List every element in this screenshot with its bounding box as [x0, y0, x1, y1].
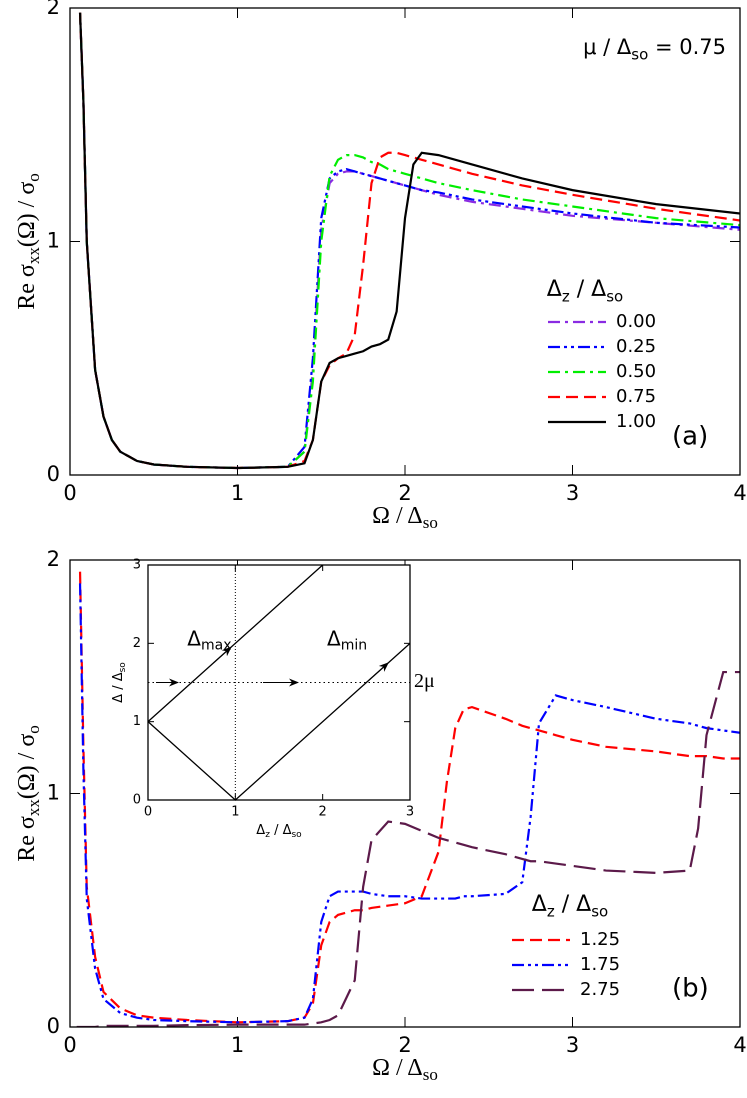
x-tick-label: 3 — [566, 1033, 579, 1057]
y-tick-label: 1 — [133, 714, 141, 729]
x-tick-label: 0 — [63, 1033, 76, 1057]
legend-title-sub: so — [591, 902, 608, 920]
legend-label: 1.75 — [580, 954, 620, 975]
x-tick-label: 1 — [231, 805, 239, 820]
axes-frame — [147, 564, 411, 801]
y-tick-label: 2 — [47, 547, 60, 571]
panel-label: (b) — [672, 974, 709, 1004]
y-tick-label: 2 — [133, 636, 141, 651]
y-tick-label: 0 — [133, 793, 141, 808]
y-axis-label-sub: o — [24, 173, 43, 182]
y-tick-label: 2 — [47, 0, 60, 19]
y-axis-label-sub: xx — [24, 247, 43, 265]
legend-title-sub: z — [547, 902, 555, 920]
y-axis-label-sub: o — [24, 725, 43, 734]
x-tick-label: 4 — [733, 481, 746, 505]
x-axis-label-part: Δ — [256, 823, 265, 838]
axes-frame — [69, 7, 741, 476]
legend-title-part: / Δ — [570, 277, 606, 302]
x-tick-label: 1 — [231, 481, 244, 505]
legend-label: 2.75 — [580, 979, 620, 1000]
x-axis-label-sub: z — [265, 829, 270, 839]
x-axis-label-part: / Δ — [270, 823, 292, 838]
series-line — [78, 583, 740, 1024]
annotation: Δmax — [187, 626, 231, 654]
annotation-part: μ / Δ — [583, 35, 632, 59]
panel-label: (a) — [672, 422, 708, 452]
x-axis-label-part: Ω / Δ — [372, 503, 423, 529]
annotation: 2μ — [414, 670, 435, 692]
y-tick-label: 1 — [47, 781, 60, 805]
y-tick-label: 3 — [133, 558, 141, 573]
legend-title: Δz / Δso — [547, 277, 623, 305]
x-tick-label: 2 — [398, 1033, 411, 1057]
annotation-part: Δ — [327, 626, 341, 650]
x-tick-label: 2 — [398, 481, 411, 505]
plot-area — [76, 571, 740, 1027]
gap-line — [147, 564, 324, 723]
series-line — [78, 12, 740, 470]
x-tick-label: 2 — [319, 805, 327, 820]
y-axis-label-sub: xx — [24, 799, 43, 817]
y-axis-label-part: Δ / Δ — [111, 672, 126, 703]
plot-area — [78, 12, 740, 470]
legend-label: 1.25 — [580, 929, 620, 950]
annotation: Δmin — [327, 626, 367, 654]
x-tick-label: 4 — [733, 1033, 746, 1057]
legend-title-part: / Δ — [555, 892, 591, 917]
x-tick-label: 3 — [566, 481, 579, 505]
x-tick-label: 1 — [231, 1033, 244, 1057]
series-line — [76, 670, 740, 1027]
y-axis-label-part: Re σ — [14, 816, 40, 862]
axes-frame — [69, 559, 741, 1028]
y-axis-label: Δ / Δso — [111, 662, 128, 703]
x-axis-label: Δz / Δso — [256, 823, 302, 840]
y-axis-label-part: Re σ — [14, 264, 40, 310]
x-axis-label: Ω / Δso — [372, 1055, 438, 1085]
legend-title-sub: so — [606, 287, 623, 305]
annotation-sub: min — [341, 637, 367, 653]
series-line — [78, 571, 740, 1024]
x-axis-label-part: Ω / Δ — [372, 1055, 423, 1081]
legend-title: Δz / Δso — [532, 892, 608, 920]
arrow — [213, 646, 232, 664]
y-axis-label: Re σxx(Ω) / σo — [14, 725, 44, 862]
legend-label: 0.75 — [616, 386, 656, 407]
legend-title-part: Δ — [532, 892, 547, 917]
annotation: μ / Δso = 0.75 — [583, 35, 726, 63]
x-axis-label-sub: so — [423, 513, 438, 532]
annotation-part: = 0.75 — [648, 35, 726, 59]
y-axis-label-sub: so — [117, 662, 127, 673]
annotation-sub: so — [631, 45, 648, 63]
legend-label: 0.25 — [616, 336, 656, 357]
x-axis-label: Ω / Δso — [372, 503, 438, 533]
y-tick-label: 0 — [47, 1014, 60, 1038]
x-axis-label-sub: so — [423, 1065, 438, 1084]
legend-label: 1.00 — [616, 411, 656, 432]
legend-title-sub: z — [562, 287, 570, 305]
y-tick-label: 0 — [47, 462, 60, 486]
x-tick-label: 0 — [144, 805, 152, 820]
x-tick-label: 3 — [406, 805, 414, 820]
annotation-sub: max — [201, 637, 232, 653]
x-tick-label: 0 — [63, 481, 76, 505]
y-tick-label: 1 — [47, 229, 60, 253]
y-axis-label-part: (Ω) / σ — [14, 182, 40, 247]
x-axis-label-sub: so — [291, 829, 302, 839]
annotation-part: Δ — [187, 626, 201, 650]
legend-title-part: Δ — [547, 277, 562, 302]
legend-label: 0.50 — [616, 361, 656, 382]
y-axis-label-part: (Ω) / σ — [14, 734, 40, 799]
legend-label: 0.00 — [616, 311, 656, 332]
arrow — [365, 662, 389, 683]
y-axis-label: Re σxx(Ω) / σo — [14, 173, 44, 310]
